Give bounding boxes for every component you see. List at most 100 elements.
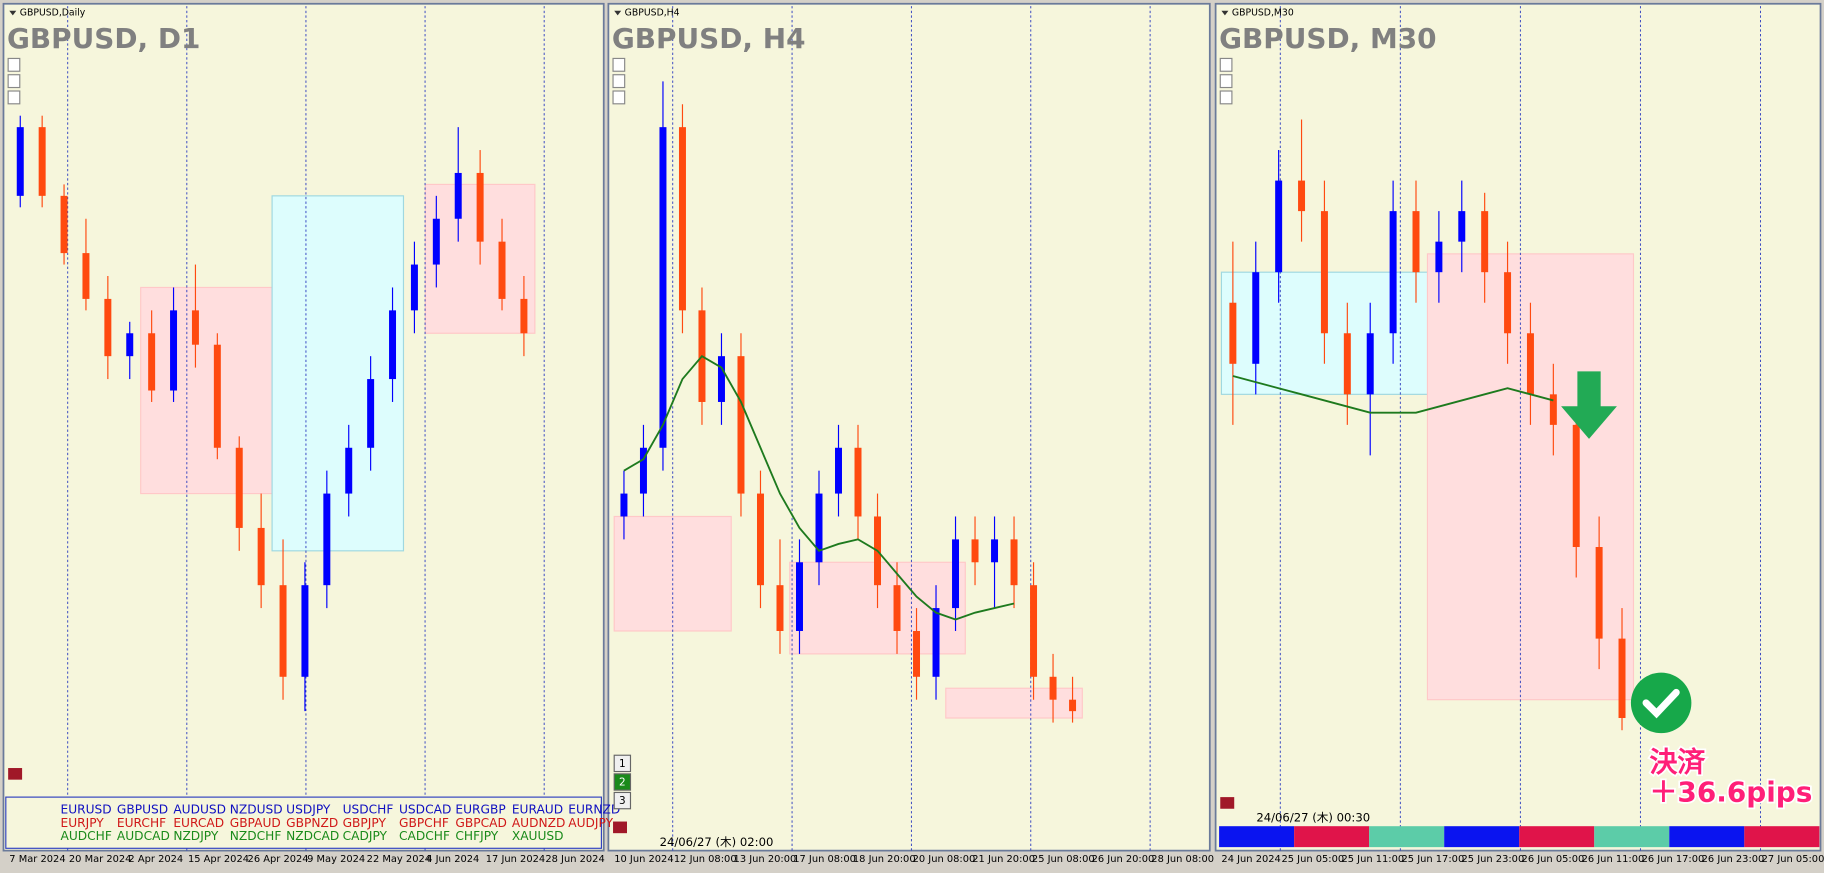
session-bar <box>1294 826 1370 848</box>
symbol-link[interactable]: CADJPY <box>343 829 388 843</box>
timeframe-button[interactable] <box>613 754 632 773</box>
symbol-link[interactable]: NZDCHF <box>230 829 282 843</box>
symbol-bar <box>5 796 602 849</box>
candle-body <box>1229 302 1237 364</box>
symbol-link[interactable]: USDJPY <box>286 802 331 816</box>
candle-body <box>1481 211 1489 273</box>
scroll-button[interactable] <box>612 90 626 105</box>
symbol-link[interactable]: NZDUSD <box>230 802 283 816</box>
symbol-link[interactable]: GBPCAD <box>455 816 506 830</box>
candle-body <box>854 447 862 517</box>
zone <box>1220 271 1451 395</box>
date-label: 25 Jun 11:00 <box>1341 854 1404 865</box>
zone <box>140 286 273 495</box>
close-button[interactable] <box>1220 797 1235 809</box>
caption-arrow <box>614 10 622 16</box>
symbol-link[interactable]: GBPUSD <box>117 802 168 816</box>
candle-body <box>1389 211 1397 334</box>
date-label: 4 Jun 2024 <box>426 854 479 865</box>
candle-body <box>38 127 46 196</box>
candle-body <box>389 310 397 380</box>
symbol-link[interactable]: NZDJPY <box>173 829 219 843</box>
candle-body <box>148 333 156 391</box>
scroll-button[interactable] <box>612 74 626 89</box>
timeframe-button[interactable] <box>613 791 632 810</box>
date-label: 20 Jun 08:00 <box>913 854 976 865</box>
symbol-link[interactable]: GBPCHF <box>399 816 449 830</box>
symbol-link[interactable]: EURJPY <box>60 816 104 830</box>
date-label: 25 Jun 05:00 <box>1281 854 1344 865</box>
timestamp: 24/06/27 (木) 00:30 <box>1256 811 1370 825</box>
date-label: 25 Jun 08:00 <box>1032 854 1095 865</box>
date-label: 26 Jun 20:00 <box>1092 854 1155 865</box>
symbol-link[interactable]: USDCHF <box>343 802 394 816</box>
candle-body <box>476 172 484 242</box>
candle-body <box>498 241 506 299</box>
chart-caption: GBPUSD,Daily <box>20 8 86 19</box>
timeframe-button-label: 3 <box>619 795 626 807</box>
candle-body <box>1049 676 1057 700</box>
symbol-link[interactable]: EURCHF <box>117 816 166 830</box>
candle-body <box>1320 211 1328 334</box>
date-label: 26 Jun 23:00 <box>1702 854 1765 865</box>
date-label: 12 Jun 08:00 <box>674 854 737 865</box>
timeframe-button[interactable] <box>613 773 632 791</box>
candle-body <box>1526 333 1534 395</box>
date-label: 25 Jun 23:00 <box>1462 854 1525 865</box>
symbol-link[interactable]: AUDJPY <box>568 816 613 830</box>
close-button[interactable] <box>613 821 627 834</box>
candle-body <box>235 447 243 528</box>
candle-body <box>1549 394 1557 425</box>
symbol-link[interactable]: CADCHF <box>399 829 450 843</box>
candle-body <box>796 562 803 631</box>
scroll-button[interactable] <box>1219 90 1233 105</box>
chart-title: GBPUSD, H4 <box>612 22 806 55</box>
symbol-link[interactable]: EURUSD <box>60 802 111 816</box>
symbol-link[interactable]: EURGBP <box>455 802 505 816</box>
symbol-link[interactable]: USDCAD <box>399 802 451 816</box>
candle-body <box>345 447 353 494</box>
moving-average <box>1232 375 1554 414</box>
symbol-link[interactable]: GBPAUD <box>230 816 281 830</box>
date-label: 10 Jun 2024 <box>614 854 673 865</box>
timestamp: 24/06/27 (木) 02:00 <box>660 835 774 849</box>
session-bar <box>1519 826 1595 848</box>
candle-body <box>913 630 921 677</box>
date-label: 26 Apr 2024 <box>248 854 309 865</box>
candle-body <box>1618 638 1626 719</box>
symbol-link[interactable]: GBPJPY <box>343 816 387 830</box>
scroll-button[interactable] <box>7 74 21 89</box>
symbol-link[interactable]: EURCAD <box>173 816 224 830</box>
date-label: 17 Jun 08:00 <box>793 854 856 865</box>
scroll-button[interactable] <box>1219 74 1233 89</box>
candle-body <box>520 298 528 334</box>
symbol-link[interactable]: CHFJPY <box>455 829 498 843</box>
date-label: 28 Jun 2024 <box>545 854 604 865</box>
scroll-button[interactable] <box>7 57 21 72</box>
candle-body <box>1252 272 1260 364</box>
timeframe-button-label: 2 <box>619 777 626 789</box>
date-label: 9 May 2024 <box>307 854 365 865</box>
date-label: 15 Apr 2024 <box>188 854 249 865</box>
scroll-button[interactable] <box>7 90 21 105</box>
date-label: 7 Mar 2024 <box>9 854 65 865</box>
symbol-link[interactable]: AUDNZD <box>512 816 566 830</box>
symbol-link[interactable]: AUDCHF <box>60 829 111 843</box>
close-button[interactable] <box>8 768 23 780</box>
sell-arrow <box>1561 371 1617 439</box>
symbol-link[interactable]: EURAUD <box>512 802 563 816</box>
chart-title: GBPUSD, D1 <box>7 22 200 55</box>
scroll-button[interactable] <box>612 57 626 72</box>
symbol-link[interactable]: XAUUSD <box>512 829 564 843</box>
symbol-link[interactable]: GBPNZD <box>286 816 338 830</box>
chart-title: GBPUSD, M30 <box>1219 22 1436 55</box>
symbol-link[interactable]: NZDCAD <box>286 829 339 843</box>
scroll-button[interactable] <box>1219 57 1233 72</box>
symbol-link[interactable]: EURNZD <box>568 802 620 816</box>
symbol-link[interactable]: AUDUSD <box>173 802 226 816</box>
symbol-link[interactable]: AUDCAD <box>117 829 170 843</box>
date-label: 26 Jun 17:00 <box>1642 854 1705 865</box>
candle-body <box>815 493 823 563</box>
candle-body <box>16 127 24 196</box>
